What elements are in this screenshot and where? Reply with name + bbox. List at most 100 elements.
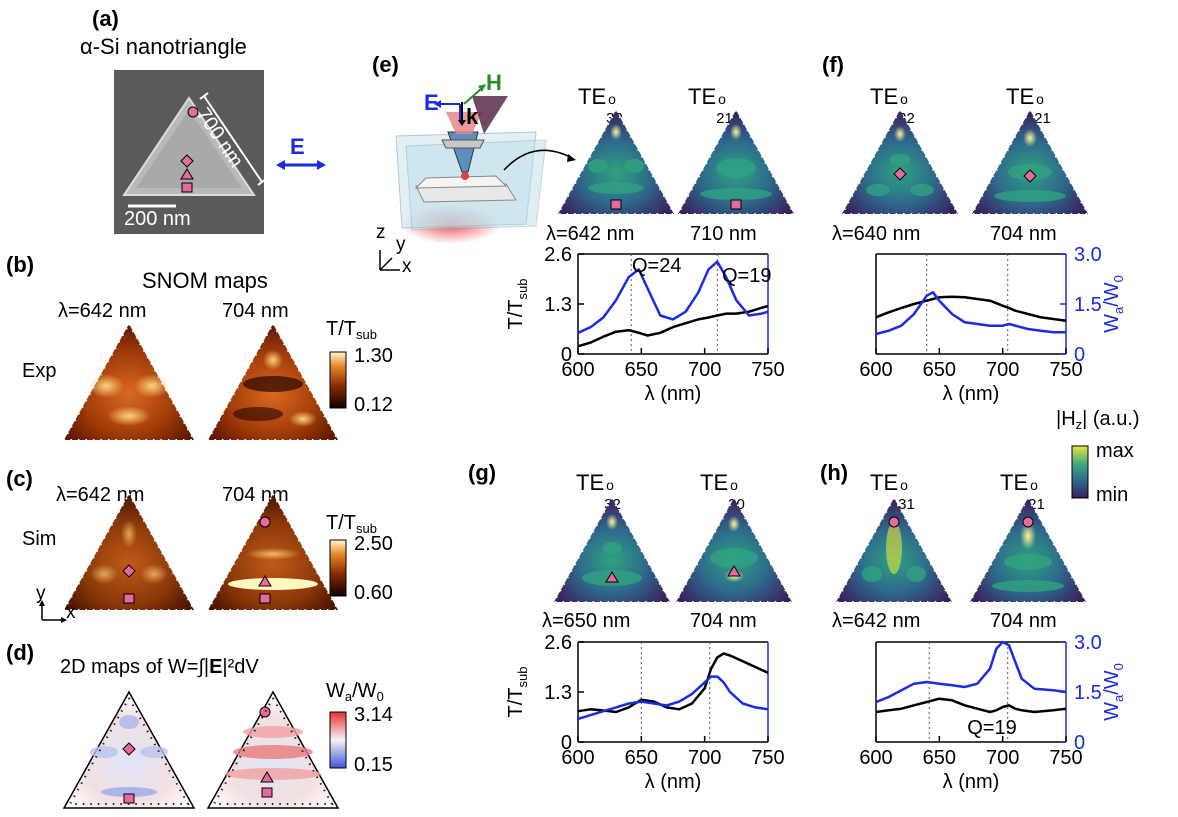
- panel-b-wl2: 704 nm: [222, 300, 289, 322]
- panel-c-axis-y: y: [36, 583, 46, 604]
- series-line-0: [875, 295, 1067, 322]
- series-line-1: [875, 291, 1066, 336]
- panel-f-wl2: 704 nm: [990, 223, 1057, 245]
- series-line-0: [875, 697, 1067, 714]
- series-line-1: [577, 260, 769, 334]
- panel-h-mode1: TE o 31: [870, 470, 915, 513]
- y-tick-label: 0: [561, 344, 572, 366]
- x-axis-title: λ (nm): [645, 383, 702, 405]
- y-tick-label-right: 3.0: [1074, 244, 1102, 266]
- beam-H-label: H: [486, 70, 502, 95]
- series-line-0: [577, 304, 769, 348]
- panel-d-cbar-min: 0.15: [354, 754, 393, 776]
- panel-g-wl2: 704 nm: [690, 610, 757, 632]
- beam-E-label: E: [424, 90, 439, 115]
- hz-cbar-max: max: [1096, 440, 1134, 462]
- q-annotation-1: Q=24: [632, 255, 681, 277]
- y-tick-label-right: 1.5: [1074, 682, 1102, 704]
- panel-b-cbar-title: T/Tsub: [326, 318, 377, 342]
- panel-d-cbar-max: 3.14: [354, 704, 393, 726]
- panel-f-mode1: TE o 32: [870, 84, 915, 127]
- panel-b-title: SNOM maps: [142, 268, 268, 293]
- panel-c-cbar-max: 2.50: [354, 533, 393, 555]
- hz-map-g-te32: [552, 497, 672, 603]
- y-axis-title-left: T/Tsub: [505, 667, 530, 718]
- y-tick-label-right: 0: [1074, 344, 1085, 366]
- snom-exp-map-704: [206, 323, 340, 441]
- w-map-704: [206, 690, 340, 809]
- chart-panel-h: 600 650 700 750 λ (nm) 0 1.5 3.0 Wa/W0 Q=19: [859, 632, 1126, 793]
- x-tick-label: 700: [986, 747, 1019, 769]
- panel-c-cbar-min: 0.60: [354, 582, 393, 604]
- q-annotation-2: Q=19: [722, 265, 771, 287]
- panel-c-label: (c): [6, 466, 33, 491]
- x-tick-label: 650: [923, 747, 956, 769]
- hz-map-h-te31: [834, 497, 954, 603]
- sim-map-704: [206, 493, 340, 611]
- hz-map-f-te21: [970, 109, 1090, 215]
- x-tick-label: 700: [688, 359, 721, 381]
- sem-triangle: [114, 70, 267, 234]
- x-axis-title: λ (nm): [645, 771, 702, 793]
- hz-map-e-te21: [676, 109, 796, 215]
- panel-d-cbar-title: Wa/W0: [326, 680, 384, 704]
- x-tick-label: 600: [561, 747, 594, 769]
- panel-d-colorbar: [329, 711, 347, 769]
- panel-h-mode2: TE o 21: [1000, 470, 1045, 513]
- panel-e-wl2: 710 nm: [690, 223, 757, 245]
- series-line-1: [875, 640, 1067, 704]
- panel-f-wl1: λ=640 nm: [832, 223, 921, 245]
- panel-b-cbar-min: 0.12: [354, 394, 393, 416]
- panel-b-row-label: Exp: [22, 360, 57, 382]
- y-axis-title-right: Wa/W0: [1101, 663, 1126, 721]
- panel-h-wl1: λ=642 nm: [832, 610, 921, 632]
- chart-panel-e: 600 650 700 750 λ (nm) 0 1.3 2.6 T/Tsub Q=24 Q=19: [505, 244, 785, 405]
- panel-c-colorbar: [329, 539, 347, 597]
- y-axis-title-left: T/Tsub: [505, 279, 530, 330]
- hz-map-g-te30: [674, 497, 794, 603]
- x-tick-label: 600: [859, 359, 892, 381]
- series-line-0: [577, 652, 769, 714]
- x-tick-label: 750: [751, 359, 784, 381]
- y-tick-label: 2.6: [544, 632, 572, 654]
- sim-map-642: [62, 493, 196, 611]
- w-map-642: [62, 690, 196, 809]
- panel-g-mode2: TEo30: [700, 470, 745, 513]
- schematic-axis-x: x: [402, 256, 412, 277]
- panel-b-label: (b): [6, 252, 35, 277]
- x-tick-label: 750: [1049, 747, 1082, 769]
- snom-exp-map-642: [62, 323, 196, 441]
- panel-f-label: (f): [822, 52, 844, 77]
- panel-h-wl2: 704 nm: [990, 610, 1057, 632]
- hz-map-e-te32: [556, 109, 676, 215]
- hz-map-f-te32: [840, 109, 960, 215]
- panel-c-wl1: λ=642 nm: [56, 484, 145, 506]
- x-tick-label: 650: [625, 747, 658, 769]
- y-tick-label-right: 3.0: [1074, 632, 1102, 654]
- hz-cbar-title: |Hz| (a.u.): [1056, 408, 1140, 432]
- beam-k-label: k: [466, 104, 479, 129]
- series-line-1: [577, 675, 769, 721]
- xyz-axes-icon: [379, 250, 400, 271]
- y-tick-label-right: 0: [1074, 732, 1085, 754]
- schematic-axis-y: y: [396, 234, 406, 255]
- panel-c-cbar-title: T/Tsub: [326, 512, 377, 536]
- panel-c-row-label: Sim: [22, 528, 57, 550]
- schematic-axis-z: z: [376, 222, 386, 243]
- hz-colorbar: [1071, 445, 1089, 499]
- y-tick-label: 2.6: [544, 244, 572, 266]
- x-tick-label: 750: [751, 747, 784, 769]
- panel-c-axis-x: x: [66, 602, 76, 623]
- panel-d-title: 2D maps of W=∫|E|²dV: [60, 656, 259, 678]
- x-axis-title: λ (nm): [943, 771, 1000, 793]
- scale-bar-label: 200 nm: [124, 208, 191, 230]
- panel-a-label: (a): [92, 6, 119, 31]
- y-tick-label: 1.3: [544, 294, 572, 316]
- x-tick-label: 600: [859, 747, 892, 769]
- x-axis-title: λ (nm): [943, 383, 1000, 405]
- chart-panel-f: 600 650 700 750 λ (nm) 0 1.5 3.0 Wa/W0: [859, 244, 1126, 405]
- e-field-arrow: [276, 160, 326, 170]
- panel-b-wl1: λ=642 nm: [58, 300, 147, 322]
